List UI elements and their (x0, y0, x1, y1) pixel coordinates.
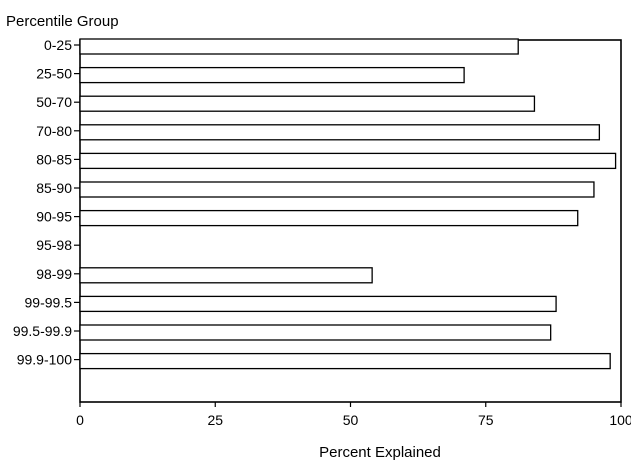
bar-90-95 (79, 209, 579, 227)
bar-85-90 (79, 181, 595, 198)
bar-0-25 (79, 38, 519, 55)
x-tick-label-0: 0 (76, 412, 84, 428)
category-label-98-99: 98-99 (36, 266, 72, 282)
y-axis-title: Percentile Group (6, 13, 119, 30)
x-ticks-group: 0 25 50 75 100 (76, 402, 631, 428)
bars-group (79, 38, 617, 370)
category-label-99-99-5: 99-99.5 (25, 294, 73, 310)
x-tick-label-50: 50 (343, 412, 359, 428)
category-label-80-85: 80-85 (36, 151, 72, 167)
bar-99-5-99-9 (79, 324, 552, 341)
category-label-99-5-99-9: 99.5-99.9 (13, 323, 72, 339)
category-label-95-98: 95-98 (36, 237, 72, 253)
x-tick-label-25: 25 (207, 412, 223, 428)
x-tick-label-75: 75 (478, 412, 494, 428)
category-label-90-95: 90-95 (36, 209, 72, 225)
x-axis-title: Percent Explained (319, 444, 441, 461)
x-tick-label-100: 100 (609, 412, 631, 428)
category-label-85-90: 85-90 (36, 180, 72, 196)
category-label-0-25: 0-25 (44, 37, 72, 53)
category-label-50-70: 50-70 (36, 94, 72, 110)
category-label-70-80: 70-80 (36, 123, 72, 139)
bar-70-80 (79, 124, 601, 141)
bar-25-50 (79, 66, 465, 84)
bar-99-99-5 (79, 295, 557, 313)
category-label-99-9-100: 99.9-100 (17, 352, 72, 368)
bar-80-85 (79, 152, 617, 170)
bar-99-9-100 (79, 352, 611, 370)
bar-50-70 (79, 95, 536, 112)
bar-98-99 (79, 267, 373, 284)
category-labels-group: 0-25 25-50 50-70 70-80 80-85 85-90 90-95 95-98 9… (13, 37, 80, 368)
category-label-25-50: 25-50 (36, 66, 72, 82)
